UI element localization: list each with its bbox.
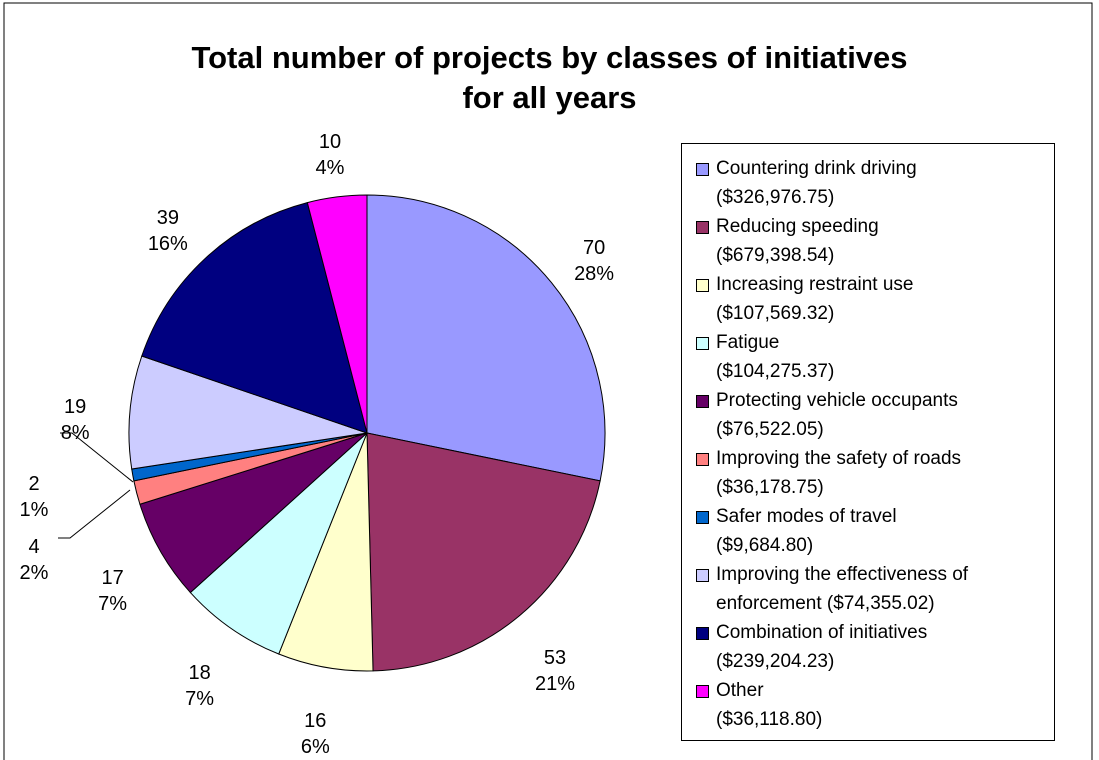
percent-label: 4% bbox=[315, 157, 345, 180]
legend-swatch bbox=[696, 279, 709, 292]
legend-entry: Countering drink driving ($326,976.75) bbox=[694, 154, 1054, 212]
percent-label: 6% bbox=[300, 736, 330, 759]
value-label: 39 bbox=[156, 207, 179, 230]
legend-label: Fatigue ($104,275.37) bbox=[716, 332, 835, 382]
pie-slice bbox=[189, 432, 368, 655]
percent-label: 21% bbox=[535, 672, 576, 695]
pie-slice bbox=[366, 194, 606, 482]
value-label: 53 bbox=[543, 646, 567, 669]
legend-entry: Fatigue ($104,275.37) bbox=[694, 328, 1054, 386]
data-label: 4 2% bbox=[0, 534, 69, 586]
legend-swatch bbox=[696, 627, 709, 640]
percent-label: 8% bbox=[60, 422, 90, 445]
legend-entry: Safer modes of travel ($9,684.80) bbox=[694, 502, 1054, 560]
percent-label: 16% bbox=[147, 233, 188, 256]
legend-swatch bbox=[696, 163, 709, 176]
legend-swatch bbox=[696, 511, 709, 524]
legend-swatch bbox=[696, 685, 709, 698]
legend-label: Improving the effectiveness of enforceme… bbox=[716, 564, 969, 614]
legend-swatch bbox=[696, 337, 709, 350]
data-label: 19 8% bbox=[40, 394, 110, 446]
legend-label: Combination of initiatives ($239,204.23) bbox=[716, 622, 928, 672]
legend-label: Improving the safety of roads ($36,178.7… bbox=[716, 448, 962, 498]
value-label: 70 bbox=[582, 236, 606, 259]
chart-title: Total number of projects by classes of i… bbox=[191, 40, 908, 115]
legend-swatch bbox=[696, 221, 709, 234]
data-label: 16 6% bbox=[280, 708, 350, 760]
pie-slice bbox=[141, 201, 368, 434]
value-label: 19 bbox=[64, 396, 87, 419]
legend-label: Countering drink driving ($326,976.75) bbox=[716, 158, 917, 208]
chart-frame bbox=[3, 2, 1093, 760]
leader-line bbox=[60, 432, 134, 483]
legend-entry: Increasing restraint use ($107,569.32) bbox=[694, 270, 1054, 328]
percent-label: 28% bbox=[574, 262, 615, 285]
value-label: 2 bbox=[28, 473, 40, 495]
value-label: 17 bbox=[101, 567, 124, 590]
legend-label: Reducing speeding ($679,398.54) bbox=[716, 216, 879, 266]
legend-entry: Other ($36,118.80) bbox=[694, 676, 1054, 734]
data-label: 53 21% bbox=[520, 645, 590, 697]
pie-slice bbox=[366, 432, 601, 672]
legend-label: Other ($36,118.80) bbox=[716, 680, 823, 730]
legend-label: Increasing restraint use ($107,569.32) bbox=[716, 274, 914, 324]
data-label: 17 7% bbox=[78, 565, 148, 617]
legend-entry: Reducing speeding ($679,398.54) bbox=[694, 212, 1054, 270]
percent-label: 7% bbox=[185, 688, 215, 711]
leader-line bbox=[58, 489, 131, 539]
value-label: 18 bbox=[188, 662, 211, 685]
pie-slice bbox=[128, 355, 368, 470]
legend-entry: Improving the safety of roads ($36,178.7… bbox=[694, 444, 1054, 502]
value-label: 10 bbox=[318, 131, 342, 154]
value-label: 4 bbox=[28, 536, 40, 558]
percent-label: 7% bbox=[98, 593, 128, 616]
data-label: 2 1% bbox=[0, 471, 69, 523]
pie-slice bbox=[306, 194, 368, 434]
legend: Countering drink driving ($326,976.75) Re… bbox=[681, 143, 1055, 741]
legend-swatch bbox=[696, 395, 709, 408]
value-label: 16 bbox=[304, 710, 327, 733]
percent-label: 2% bbox=[19, 562, 49, 584]
data-label: 10 4% bbox=[295, 129, 365, 181]
legend-entry: Protecting vehicle occupants ($76,522.05… bbox=[694, 386, 1054, 444]
legend-entry: Improving the effectiveness of enforceme… bbox=[694, 560, 1054, 618]
percent-label: 1% bbox=[19, 499, 49, 521]
legend-label: Protecting vehicle occupants ($76,522.05… bbox=[716, 390, 958, 440]
legend-swatch bbox=[696, 453, 709, 466]
data-label: 70 28% bbox=[559, 235, 629, 287]
legend-swatch bbox=[696, 569, 709, 582]
data-label: 39 16% bbox=[133, 205, 203, 257]
legend-entry: Combination of initiatives ($239,204.23) bbox=[694, 618, 1054, 676]
data-label: 18 7% bbox=[165, 660, 235, 712]
legend-label: Safer modes of travel ($9,684.80) bbox=[716, 506, 897, 556]
